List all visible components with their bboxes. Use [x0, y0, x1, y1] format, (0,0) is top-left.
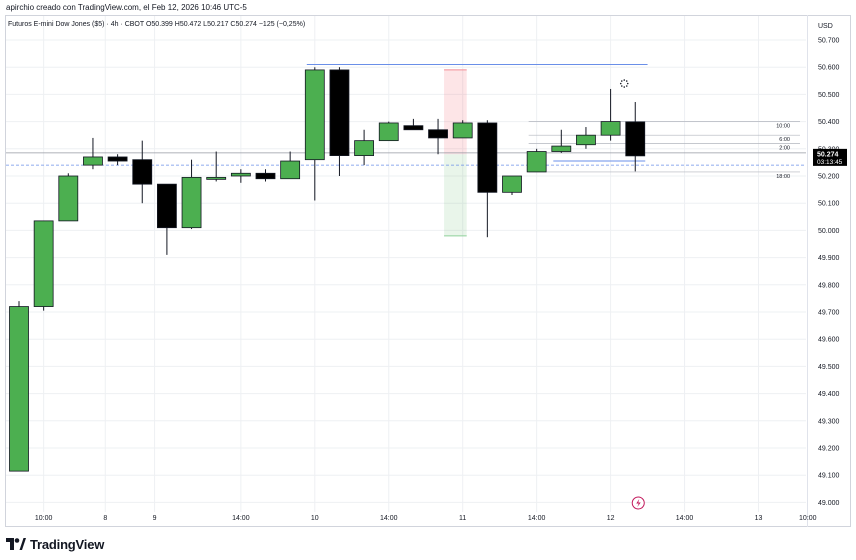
spinner-dot	[625, 85, 628, 87]
time-tick-label: 14:00	[528, 515, 546, 522]
spinner-dot	[625, 80, 628, 82]
candle-body[interactable]	[600, 121, 621, 136]
time-tick-label: 9	[153, 515, 157, 522]
currency-label: USD	[818, 23, 833, 30]
candle-body[interactable]	[132, 159, 153, 185]
plot-area: 10:00 6:00 2:00 18:00	[6, 16, 806, 512]
candle-body[interactable]	[354, 140, 375, 156]
price-tick-label: 49.100	[818, 473, 840, 480]
price-tick-label: 50.100	[818, 201, 840, 208]
candle-body[interactable]	[428, 129, 448, 139]
chart-frame	[5, 15, 851, 527]
candle-body[interactable]	[181, 176, 202, 229]
candle-body[interactable]	[206, 176, 227, 180]
candle-body[interactable]	[255, 172, 276, 180]
candle-body[interactable]	[403, 125, 424, 131]
spinner-dot	[619, 82, 622, 85]
red-zone	[444, 69, 467, 155]
lightning-alert-icon[interactable]	[631, 496, 645, 510]
price-tick-label: 50.700	[818, 38, 840, 45]
price-tick-label: 49.000	[818, 500, 840, 507]
candle-body[interactable]	[576, 134, 596, 146]
price-tick-label: 50.600	[818, 65, 840, 72]
time-tick-label: 13	[755, 515, 763, 522]
price-tick-label: 50.400	[818, 119, 840, 126]
price-tick-label: 49.900	[818, 255, 840, 262]
session-level-label: 18:00	[776, 174, 790, 180]
price-tick-label: 50.200	[818, 174, 840, 181]
session-level-label: 6:00	[779, 137, 790, 143]
candle-body[interactable]	[551, 145, 572, 152]
spinner-dot	[620, 80, 623, 82]
candle-body[interactable]	[452, 122, 473, 139]
candle-body[interactable]	[83, 156, 103, 166]
time-tick-label: 10:00	[799, 515, 817, 522]
time-tick-label: 14:00	[380, 515, 398, 522]
price-tick-label: 49.800	[818, 282, 840, 289]
time-tick-label: 14:00	[232, 515, 250, 522]
candle-body[interactable]	[33, 220, 54, 307]
candle-body[interactable]	[378, 122, 399, 142]
price-tick-label: 50.500	[818, 92, 840, 99]
session-level-label: 2:00	[779, 145, 790, 151]
current-price-label: 50.274	[817, 151, 839, 158]
price-tick-label: 49.600	[818, 337, 840, 344]
spinner-dot	[626, 82, 629, 85]
price-tick-label: 49.300	[818, 418, 840, 425]
candle-body[interactable]	[9, 306, 29, 472]
spinner-dot	[623, 79, 626, 81]
price-tick-label: 49.200	[818, 446, 840, 453]
chart-title: Futuros E-mini Dow Jones ($5) · 4h · CBO…	[8, 21, 305, 28]
loading-spinner-icon	[619, 79, 629, 88]
time-tick-label: 12	[607, 515, 615, 522]
spinner-dot	[620, 85, 623, 87]
tradingview-logo-icon	[6, 538, 26, 550]
candle-body[interactable]	[502, 175, 522, 193]
time-tick-label: 11	[459, 515, 466, 522]
candle-body[interactable]	[58, 175, 79, 222]
time-tick-label: 10:00	[35, 515, 53, 522]
countdown-label: 03:13:45	[817, 159, 843, 166]
candle-body[interactable]	[477, 122, 498, 193]
price-tick-label: 49.700	[818, 310, 840, 317]
chart-caption: apirchio creado con TradingView.com, el …	[6, 3, 247, 12]
price-tick-label: 49.400	[818, 391, 840, 398]
lightning-bolt	[636, 499, 641, 507]
candle-body[interactable]	[526, 151, 547, 173]
price-tick-label: 50.000	[818, 228, 840, 235]
time-tick-label: 10	[311, 515, 319, 522]
candle-body[interactable]	[625, 121, 646, 157]
green-zone	[444, 154, 467, 236]
price-axis-separator	[807, 15, 808, 527]
tradingview-logo[interactable]: TradingView	[6, 535, 104, 553]
candle-body[interactable]	[280, 160, 301, 180]
candle-body[interactable]	[329, 69, 350, 156]
tradingview-logo-text: TradingView	[30, 536, 105, 552]
candle-body[interactable]	[230, 172, 251, 177]
time-tick-label: 8	[103, 515, 107, 522]
candle-body[interactable]	[156, 183, 177, 229]
price-tick-label: 49.500	[818, 364, 840, 371]
candle-body[interactable]	[107, 156, 128, 162]
session-level-label: 10:00	[776, 124, 790, 130]
spinner-dot	[623, 86, 626, 88]
time-tick-label: 14:00	[676, 515, 694, 522]
candle-body[interactable]	[304, 69, 325, 161]
current-price-badge	[813, 148, 847, 166]
